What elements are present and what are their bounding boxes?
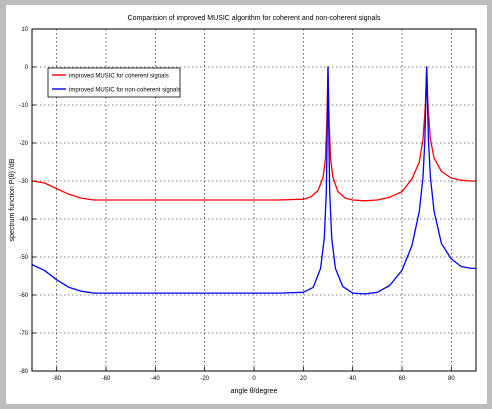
legend-label-coherent: improved MUSIC for coherent signals [69, 74, 169, 80]
y-tick-label: -80 [19, 369, 28, 375]
x-tick-label: -40 [151, 376, 160, 382]
series-line-coherent [31, 66, 476, 202]
x-tick-label: 20 [300, 376, 307, 382]
y-tick-label: -20 [19, 141, 28, 147]
y-tick-label: -60 [19, 293, 28, 299]
legend-label-non-coherent: improved MUSIC for non-coherent signals [69, 88, 181, 94]
y-tick-label: -70 [19, 331, 28, 337]
series-lines [31, 66, 476, 295]
x-axis-label: angle θ/degree [231, 388, 278, 395]
y-tick-labels: 10 0 -10 -20 -30 -40 -50 -60 -70 -80 [19, 27, 28, 375]
y-tick-label: 0 [25, 65, 29, 71]
y-tick-label: -30 [19, 179, 28, 185]
legend: improved MUSIC for coherent signals impr… [47, 67, 181, 98]
legend-box [47, 67, 181, 98]
y-tick-label: -40 [19, 217, 28, 223]
x-tick-label: -60 [102, 376, 111, 382]
plot-frame [31, 28, 477, 372]
y-axis-label: spectrum function P(θ) /dB [9, 158, 16, 241]
x-tick-label: 60 [399, 376, 406, 382]
x-tick-labels: -80 -60 -40 -20 0 20 40 60 80 [52, 376, 455, 382]
chart-title: Comparision of improved MUSIC algorithm … [128, 15, 381, 22]
x-tick-label: 80 [448, 376, 455, 382]
x-tick-label: -20 [200, 376, 209, 382]
y-tick-label: -10 [19, 103, 28, 109]
x-tick-label: 0 [252, 376, 256, 382]
x-tick-label: 40 [349, 376, 356, 382]
y-tick-label: 10 [21, 27, 28, 33]
x-tick-label: -80 [52, 376, 61, 382]
y-tick-label: -50 [19, 255, 28, 261]
series-line-non-coherent [31, 66, 476, 295]
